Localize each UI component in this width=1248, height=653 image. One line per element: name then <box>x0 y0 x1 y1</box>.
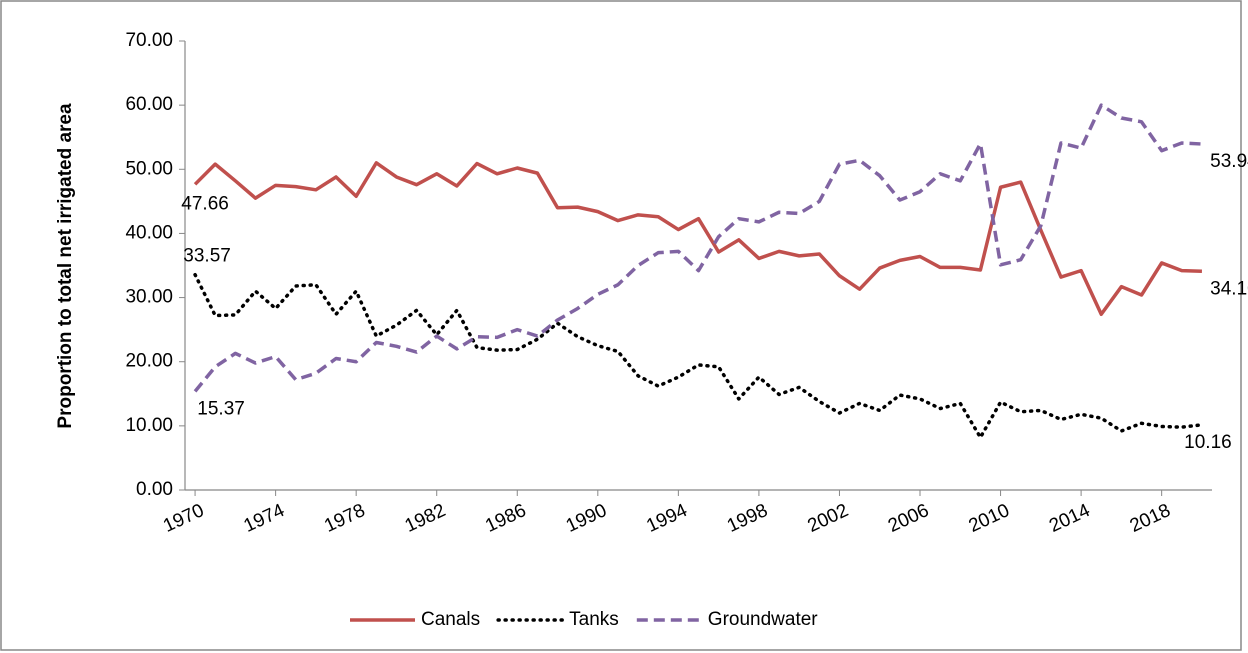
legend-label: Groundwater <box>708 609 819 630</box>
data-label: 34.10 <box>1210 278 1248 299</box>
y-tick-label: 20.00 <box>125 351 173 372</box>
legend-label: Tanks <box>569 609 619 630</box>
y-tick-label: 40.00 <box>125 222 173 243</box>
data-label: 47.66 <box>181 193 229 214</box>
y-tick-label: 60.00 <box>125 94 173 115</box>
y-axis-title: Proportion to total net irrigated area <box>55 103 76 429</box>
y-tick-label: 50.00 <box>125 158 173 179</box>
legend-label: Canals <box>421 609 480 630</box>
data-label: 10.16 <box>1184 432 1232 453</box>
y-tick-label: 10.00 <box>125 415 173 436</box>
y-tick-label: 70.00 <box>125 30 173 51</box>
data-label: 53.94 <box>1210 151 1248 172</box>
series-line <box>193 161 1202 316</box>
y-tick-label: 30.00 <box>125 287 173 308</box>
data-label: 33.57 <box>183 246 231 267</box>
y-tick-label: 0.00 <box>136 479 173 500</box>
data-label: 15.37 <box>197 398 245 419</box>
series-line <box>193 103 1203 393</box>
series-line <box>193 272 1204 440</box>
